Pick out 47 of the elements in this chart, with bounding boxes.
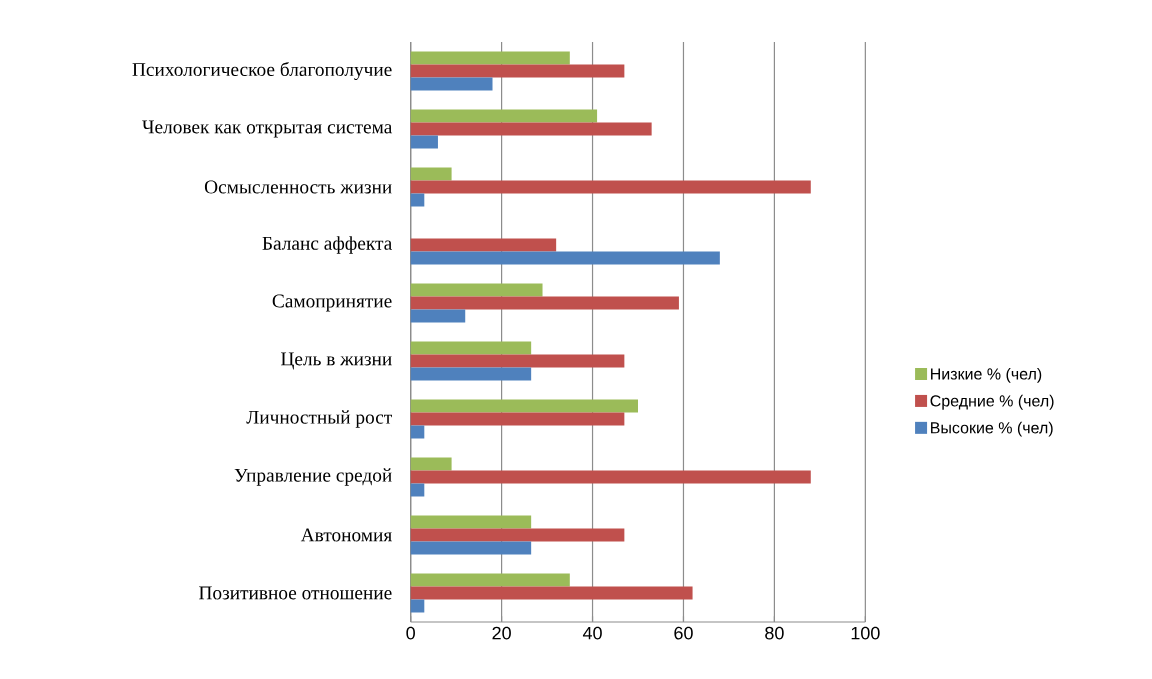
bar — [410, 470, 811, 484]
bar — [410, 515, 532, 529]
bar — [410, 167, 452, 181]
bar — [410, 238, 557, 252]
legend-label: Средние % (чел) — [930, 394, 1054, 410]
y-tick-label: Автономия — [300, 528, 392, 542]
bar — [410, 122, 652, 136]
bar — [410, 296, 679, 310]
y-tick-label: Личностный рост — [246, 410, 392, 428]
y-tick-label: Управление средой — [234, 468, 392, 486]
y-tick-label: Психологическое благополучие — [132, 62, 392, 81]
x-tick-label: 80 — [765, 626, 784, 640]
x-tick-label: 100 — [851, 626, 880, 640]
bar — [410, 251, 720, 265]
y-tick-label: Осмысленность жизни — [204, 180, 392, 194]
bar — [410, 64, 625, 78]
y-tick-label: Позитивное отношение — [199, 586, 392, 600]
bar — [410, 354, 625, 368]
y-tick-label: Самопринятие — [272, 294, 392, 312]
x-tick-label: 60 — [674, 626, 693, 640]
bar — [410, 457, 452, 471]
y-tick-label: Цель в жизни — [281, 352, 392, 370]
bar — [410, 399, 638, 413]
bar — [410, 599, 425, 613]
bar — [410, 341, 532, 355]
y-tick-label: Человек как открытая система — [142, 120, 393, 138]
bar — [410, 109, 598, 123]
x-tick-label: 0 — [406, 626, 415, 640]
bar — [410, 541, 532, 555]
y-tick-label: Баланс аффекта — [262, 236, 393, 254]
legend-label: Высокие % (чел) — [931, 421, 1053, 437]
bar — [410, 180, 811, 194]
bar — [410, 412, 625, 426]
bar — [410, 367, 532, 381]
bar — [410, 135, 438, 149]
bar — [410, 586, 693, 600]
bar — [410, 528, 625, 542]
bar — [410, 573, 570, 587]
legend-label: Низкие % (чел) — [931, 368, 1042, 383]
bar — [410, 283, 543, 297]
x-tick-label: 40 — [582, 626, 602, 640]
bar — [410, 51, 570, 65]
x-tick-label: 20 — [492, 626, 511, 640]
bar — [410, 425, 425, 439]
bar — [410, 77, 493, 91]
bar — [410, 309, 466, 323]
bar — [410, 193, 425, 207]
